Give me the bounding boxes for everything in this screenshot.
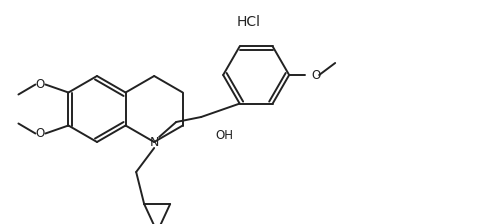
Text: OH: OH — [215, 129, 233, 142]
Text: O: O — [311, 69, 320, 82]
Text: O: O — [36, 127, 45, 140]
Text: N: N — [150, 136, 159, 149]
Text: HCl: HCl — [237, 15, 261, 29]
Text: O: O — [36, 78, 45, 91]
